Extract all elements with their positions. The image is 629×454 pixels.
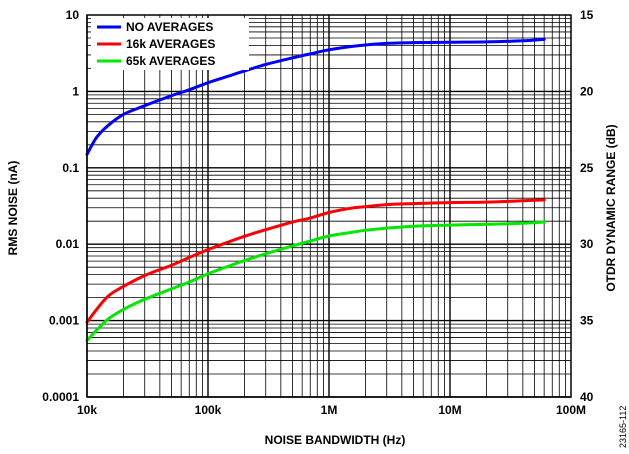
y-tick-label: 10 [66,8,80,22]
y2-tick-label: 25 [580,161,594,175]
y2-tick-label: 20 [580,84,594,98]
y-tick-label: 1 [72,84,79,98]
y-tick-labels: 0.0001 0.001 0.01 0.1 1 10 [42,8,79,404]
x-tick-label: 100M [556,403,586,417]
x-tick-labels: 10k 100k 1M 10M 100M [77,403,586,417]
series-line-3 [85,220,546,342]
y-tick-label: 0.001 [49,314,79,328]
legend-label: 16k AVERAGES [126,37,215,51]
y-tick-label: 0.0001 [42,390,79,404]
x-tick-label: 10M [438,403,461,417]
y2-tick-label: 30 [580,237,594,251]
series-line-2 [85,198,546,324]
legend-label: NO AVERAGES [126,20,213,34]
figure-id: 23165-112 [618,406,628,448]
y-tick-label: 0.1 [62,161,79,175]
legend-label: 65k AVERAGES [126,54,215,68]
y2-tick-label: 40 [580,390,594,404]
x-tick-label: 10k [77,403,97,417]
y2-tick-label: 15 [580,8,594,22]
y2-axis-title: OTDR DYNAMIC RANGE (dB) [604,124,618,291]
x-tick-label: 1M [321,403,338,417]
plot-frame [86,14,572,398]
y2-tick-label: 35 [580,314,594,328]
series-layer [85,37,546,342]
legend: NO AVERAGES 16k AVERAGES 65k AVERAGES [91,18,249,70]
y-tick-label: 0.01 [56,237,80,251]
x-tick-label: 100k [195,403,222,417]
y-axis-title: RMS NOISE (nA) [6,161,20,256]
x-axis-title: NOISE BANDWIDTH (Hz) [265,433,406,447]
series-line-1 [85,37,546,156]
y2-tick-labels: 15 20 25 30 35 40 [580,8,594,404]
